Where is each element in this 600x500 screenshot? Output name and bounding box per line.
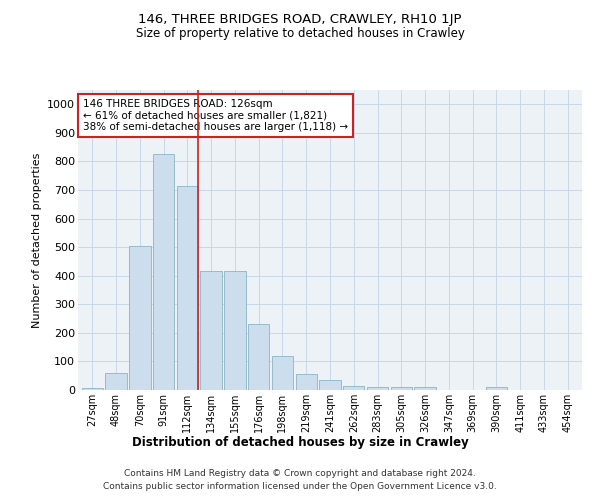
- Text: 146, THREE BRIDGES ROAD, CRAWLEY, RH10 1JP: 146, THREE BRIDGES ROAD, CRAWLEY, RH10 1…: [138, 12, 462, 26]
- Bar: [367, 387, 388, 390]
- Bar: [82, 388, 103, 390]
- Bar: [106, 373, 127, 390]
- Y-axis label: Number of detached properties: Number of detached properties: [32, 152, 41, 328]
- Bar: [415, 387, 436, 390]
- Text: Distribution of detached houses by size in Crawley: Distribution of detached houses by size …: [131, 436, 469, 449]
- Bar: [153, 154, 174, 390]
- Bar: [296, 374, 317, 390]
- Bar: [272, 356, 293, 390]
- Text: Size of property relative to detached houses in Crawley: Size of property relative to detached ho…: [136, 28, 464, 40]
- Bar: [391, 387, 412, 390]
- Bar: [129, 246, 151, 390]
- Bar: [486, 387, 507, 390]
- Text: 146 THREE BRIDGES ROAD: 126sqm
← 61% of detached houses are smaller (1,821)
38% : 146 THREE BRIDGES ROAD: 126sqm ← 61% of …: [83, 99, 348, 132]
- Bar: [343, 386, 364, 390]
- Bar: [224, 272, 245, 390]
- Bar: [248, 324, 269, 390]
- Bar: [176, 186, 198, 390]
- Text: Contains HM Land Registry data © Crown copyright and database right 2024.: Contains HM Land Registry data © Crown c…: [124, 468, 476, 477]
- Bar: [319, 380, 341, 390]
- Bar: [200, 272, 222, 390]
- Text: Contains public sector information licensed under the Open Government Licence v3: Contains public sector information licen…: [103, 482, 497, 491]
